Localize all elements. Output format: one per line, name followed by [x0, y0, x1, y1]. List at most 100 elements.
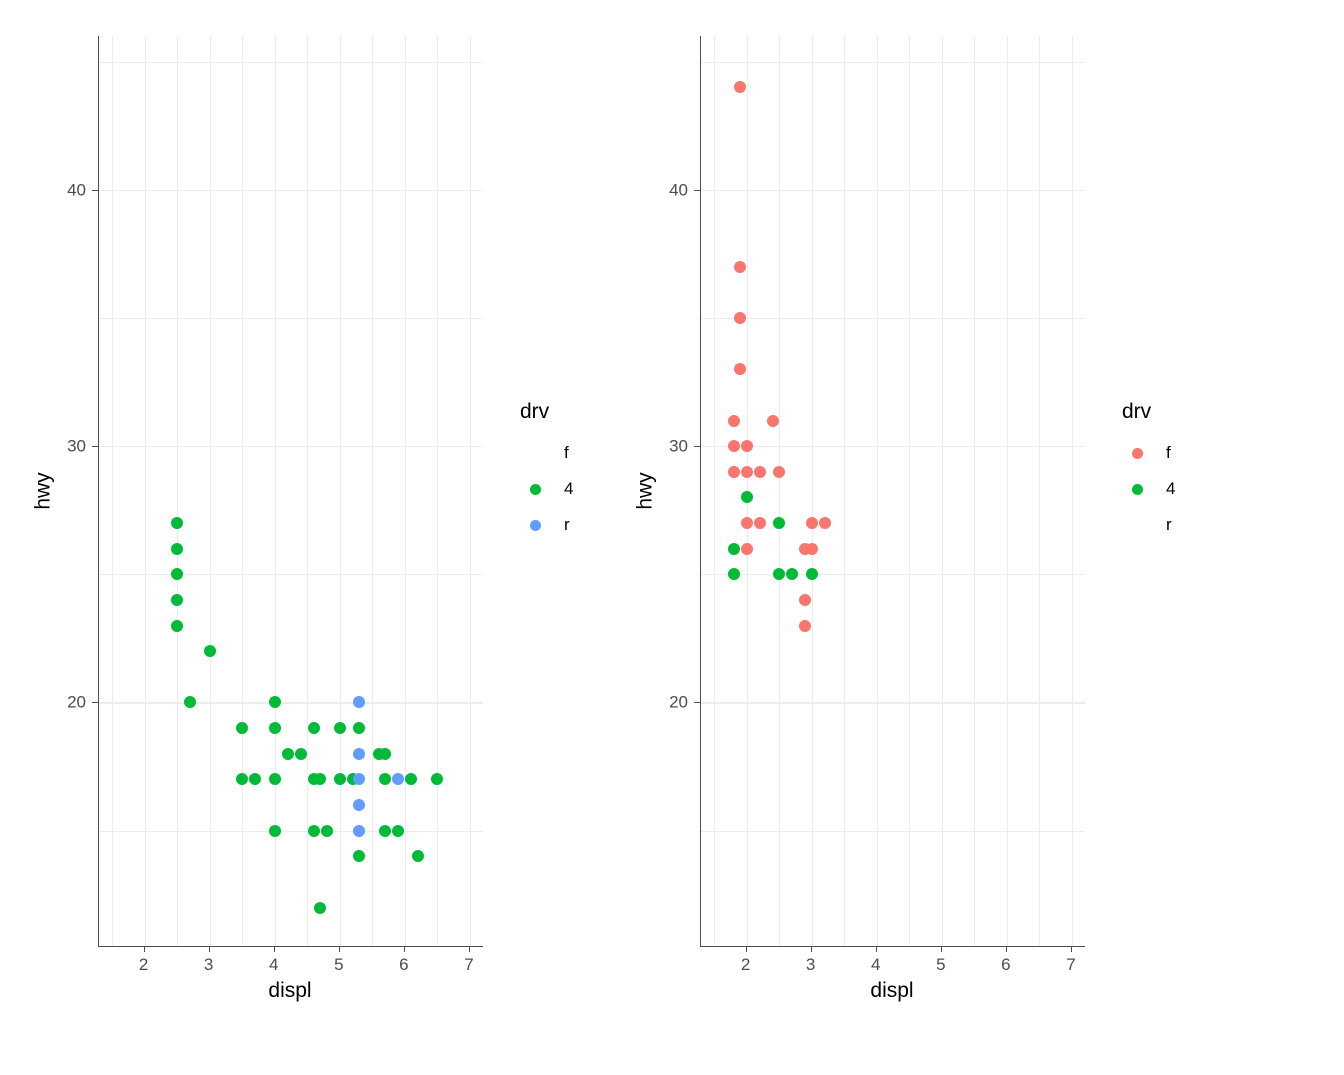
- gridline-minor: [437, 36, 438, 946]
- scatter-point: [295, 748, 307, 760]
- gridline-major: [210, 36, 211, 946]
- legend-swatch: [520, 438, 550, 468]
- legend-item-f: f: [1122, 436, 1175, 470]
- scatter-point: [741, 543, 753, 555]
- scatter-point: [334, 773, 346, 785]
- tick-mark: [876, 946, 877, 952]
- gridline-minor: [974, 36, 975, 946]
- gridline-minor: [909, 36, 910, 946]
- scatter-point: [806, 568, 818, 580]
- legend-item-4: 4: [1122, 472, 1175, 506]
- gridline-major: [99, 446, 483, 447]
- scatter-point: [799, 620, 811, 632]
- scatter-point: [734, 81, 746, 93]
- scatter-point: [269, 696, 281, 708]
- scatter-point: [741, 491, 753, 503]
- gridline-major: [470, 36, 471, 946]
- scatter-panel-right: [700, 36, 1085, 947]
- tick-mark: [209, 946, 210, 952]
- scatter-point: [184, 696, 196, 708]
- gridline-minor: [99, 831, 483, 832]
- scatter-point: [379, 748, 391, 760]
- x-tick-label: 5: [936, 956, 945, 973]
- scatter-point: [314, 902, 326, 914]
- scatter-point: [806, 517, 818, 529]
- legend-swatch: [1122, 438, 1152, 468]
- tick-mark: [1071, 946, 1072, 952]
- tick-mark: [694, 702, 700, 703]
- x-tick-label: 4: [269, 956, 278, 973]
- gridline-major: [877, 36, 878, 946]
- gridline-major: [145, 36, 146, 946]
- x-tick-label: 7: [1066, 956, 1075, 973]
- scatter-point: [799, 594, 811, 606]
- legend-swatch: [520, 510, 550, 540]
- scatter-point: [204, 645, 216, 657]
- y-tick-label: 40: [67, 181, 86, 198]
- scatter-point: [269, 825, 281, 837]
- scatter-point: [353, 799, 365, 811]
- scatter-point: [773, 466, 785, 478]
- x-tick-label: 4: [871, 956, 880, 973]
- gridline-major: [701, 446, 1085, 447]
- x-tick-label: 2: [139, 956, 148, 973]
- legend-dot-icon: [1132, 484, 1143, 495]
- scatter-point: [741, 466, 753, 478]
- legend-dot-icon: [1132, 448, 1143, 459]
- scatter-point: [767, 415, 779, 427]
- legend-item-f: f: [520, 436, 573, 470]
- scatter-point: [314, 773, 326, 785]
- gridline-major: [340, 36, 341, 946]
- figure: hwy displ drv f4r hwy displ drv f4r 2345…: [0, 0, 1344, 1075]
- tick-mark: [92, 190, 98, 191]
- legend-title-right: drv: [1122, 400, 1175, 424]
- gridline-major: [1072, 36, 1073, 946]
- scatter-point: [353, 748, 365, 760]
- scatter-point: [269, 773, 281, 785]
- gridline-major: [701, 702, 1085, 703]
- legend-label: 4: [1166, 479, 1175, 499]
- scatter-point: [734, 261, 746, 273]
- scatter-point: [321, 825, 333, 837]
- y-tick-label: 20: [67, 694, 86, 711]
- gridline-minor: [307, 36, 308, 946]
- y-tick-label: 40: [669, 181, 688, 198]
- scatter-point: [171, 517, 183, 529]
- scatter-point: [249, 773, 261, 785]
- scatter-point: [728, 568, 740, 580]
- scatter-point: [353, 773, 365, 785]
- scatter-point: [171, 594, 183, 606]
- gridline-minor: [844, 36, 845, 946]
- tick-mark: [339, 946, 340, 952]
- scatter-point: [734, 312, 746, 324]
- tick-mark: [694, 190, 700, 191]
- legend-title-left: drv: [520, 400, 573, 424]
- scatter-point: [734, 363, 746, 375]
- scatter-point: [431, 773, 443, 785]
- gridline-minor: [779, 36, 780, 946]
- x-axis-title-left: displ: [268, 980, 311, 1001]
- gridline-major: [99, 190, 483, 191]
- gridline-minor: [714, 36, 715, 946]
- gridline-minor: [99, 318, 483, 319]
- scatter-point: [392, 773, 404, 785]
- gridline-minor: [372, 36, 373, 946]
- gridline-minor: [1039, 36, 1040, 946]
- legend-left: drv f4r: [520, 400, 573, 544]
- scatter-point: [412, 850, 424, 862]
- gridline-minor: [701, 831, 1085, 832]
- tick-mark: [274, 946, 275, 952]
- gridline-major: [405, 36, 406, 946]
- plot-area-right: [701, 36, 1085, 946]
- tick-mark: [941, 946, 942, 952]
- gridline-major: [701, 190, 1085, 191]
- y-tick-label: 30: [669, 438, 688, 455]
- scatter-point: [282, 748, 294, 760]
- scatter-point: [741, 517, 753, 529]
- gridline-minor: [112, 36, 113, 946]
- scatter-point: [171, 543, 183, 555]
- y-axis-title-left: hwy: [33, 472, 54, 509]
- x-tick-label: 3: [806, 956, 815, 973]
- legend-label: f: [564, 443, 569, 463]
- x-tick-label: 2: [741, 956, 750, 973]
